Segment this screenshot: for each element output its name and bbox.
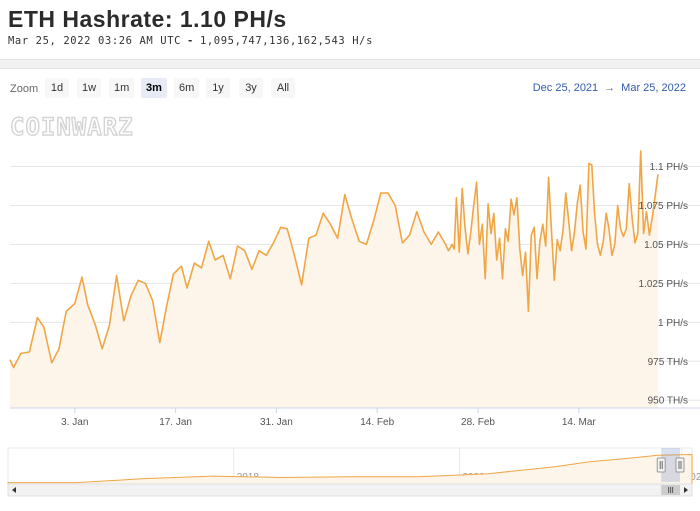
navigator[interactable]: 201820202022 [7, 447, 700, 497]
zoom-1y-button[interactable]: 1y [206, 78, 230, 98]
x-tick-label: 28. Feb [461, 417, 495, 428]
page-title: ETH Hashrate: 1.10 PH/s [8, 6, 287, 32]
navigator-handle[interactable] [656, 457, 666, 473]
x-tick-label: 3. Jan [61, 417, 88, 428]
navigator-series [7, 453, 693, 485]
zoom-1m-button[interactable]: 1m [109, 78, 135, 98]
range-to[interactable]: Mar 25, 2022 [621, 82, 686, 94]
separator: - [187, 35, 194, 47]
range-from[interactable]: Dec 25, 2021 [532, 82, 599, 94]
page-header: ETH Hashrate: 1.10 PH/s Mar 25, 2022 03:… [0, 0, 700, 60]
y-tick-label: 1.025 PH/s [639, 279, 688, 290]
x-tick-label: 14. Feb [360, 417, 394, 428]
scrollbar-track[interactable] [7, 483, 693, 497]
arrow-right-icon: → [604, 82, 616, 94]
hashrate-subtitle: Mar 25, 2022 03:26 AM UTC -1,095,747,136,… [8, 35, 373, 47]
x-tick-label: 14. Mar [562, 417, 597, 428]
scroll-left-icon[interactable] [12, 487, 16, 493]
timestamp: Mar 25, 2022 03:26 AM UTC [8, 35, 182, 47]
zoom-3m-button[interactable]: 3m [141, 78, 167, 98]
zoom-1w-button[interactable]: 1w [77, 78, 102, 98]
zoom-all-button[interactable]: All [271, 78, 295, 98]
y-axis: 950 TH/s 975 TH/s 1 PH/s 1.025 PH/s 1.05 PH/… [639, 162, 688, 407]
zoom-1d-button[interactable]: 1d [45, 78, 69, 98]
x-tick-label: 31. Jan [260, 417, 293, 428]
y-tick-label: 975 TH/s [648, 357, 688, 368]
y-tick-label: 1 PH/s [658, 318, 688, 329]
zoom-3y-button[interactable]: 3y [239, 78, 263, 98]
coinwarz-watermark: COINWARZ [9, 112, 134, 141]
zoom-label: Zoom [10, 83, 39, 95]
y-tick-label: 950 TH/s [648, 396, 688, 407]
date-range: Dec 25, 2021 → Mar 25, 2022 [533, 82, 686, 94]
y-tick-label: 1.075 PH/s [639, 201, 688, 212]
watermark-text: COINWARZ [10, 113, 134, 141]
hashrate-area [10, 150, 658, 408]
y-tick-label: 1.05 PH/s [644, 240, 688, 251]
exact-hashrate: 1,095,747,136,162,543 H/s [199, 35, 374, 47]
x-axis: 3. Jan 17. Jan 31. Jan 14. Feb 28. Feb 14. Ma… [10, 407, 700, 428]
scroll-right-icon[interactable] [684, 487, 688, 493]
range-selector: Zoom 1d 1w 1m 3m 6m 1y 3y All Dec 25, 20… [0, 78, 700, 100]
hashrate-line [9, 150, 659, 369]
navigator-selection[interactable] [661, 448, 680, 482]
zoom-6m-button[interactable]: 6m [174, 78, 200, 98]
navigator-handle[interactable] [675, 457, 685, 473]
x-tick-label: 17. Jan [159, 417, 192, 428]
y-tick-label: 1.1 PH/s [650, 162, 688, 173]
